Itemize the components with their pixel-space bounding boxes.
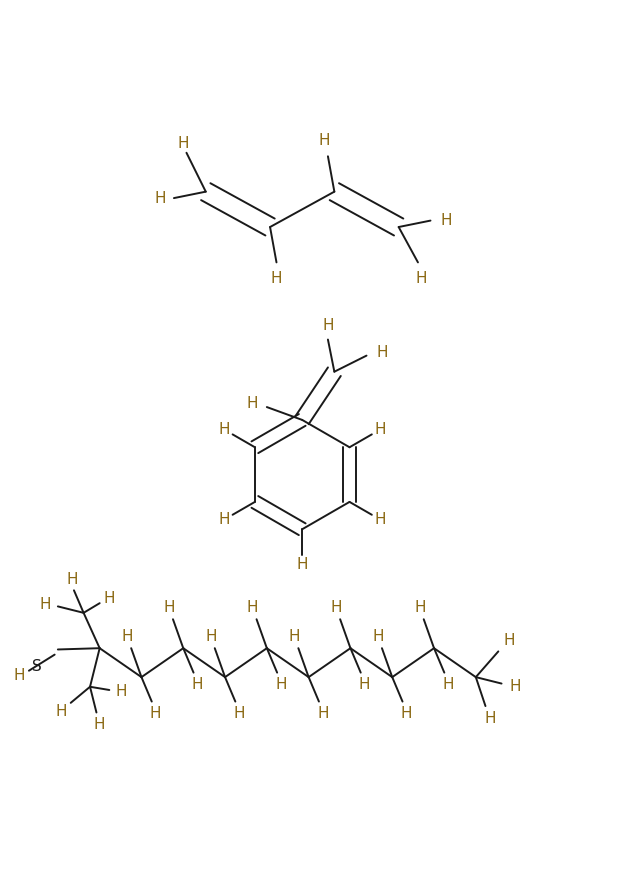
Text: H: H bbox=[177, 136, 189, 152]
Text: H: H bbox=[442, 677, 454, 691]
Text: H: H bbox=[55, 704, 67, 719]
Text: H: H bbox=[322, 318, 334, 333]
Text: H: H bbox=[14, 668, 25, 683]
Text: H: H bbox=[192, 677, 203, 691]
Text: H: H bbox=[205, 629, 217, 644]
Text: H: H bbox=[440, 213, 452, 228]
Text: H: H bbox=[510, 679, 521, 694]
Text: H: H bbox=[39, 597, 51, 612]
Text: H: H bbox=[331, 600, 342, 615]
Text: S: S bbox=[32, 658, 42, 674]
Text: H: H bbox=[374, 422, 386, 437]
Text: H: H bbox=[247, 600, 258, 615]
Text: H: H bbox=[66, 572, 78, 587]
Text: H: H bbox=[150, 705, 161, 720]
Text: H: H bbox=[219, 422, 230, 437]
Text: H: H bbox=[275, 677, 287, 691]
Text: H: H bbox=[374, 512, 386, 527]
Text: H: H bbox=[414, 600, 426, 615]
Text: H: H bbox=[484, 712, 496, 726]
Text: H: H bbox=[296, 557, 308, 572]
Text: H: H bbox=[271, 271, 282, 286]
Text: H: H bbox=[115, 685, 127, 699]
Text: H: H bbox=[93, 717, 105, 732]
Text: H: H bbox=[289, 629, 300, 644]
Text: H: H bbox=[415, 271, 427, 286]
Text: H: H bbox=[233, 705, 245, 720]
Text: H: H bbox=[247, 397, 258, 412]
Text: H: H bbox=[219, 512, 230, 527]
Text: H: H bbox=[163, 600, 175, 615]
Text: H: H bbox=[319, 133, 331, 148]
Text: H: H bbox=[401, 705, 412, 720]
Text: H: H bbox=[104, 591, 115, 606]
Text: H: H bbox=[503, 633, 515, 648]
Text: H: H bbox=[317, 705, 329, 720]
Text: H: H bbox=[372, 629, 384, 644]
Text: H: H bbox=[122, 629, 133, 644]
Text: H: H bbox=[359, 677, 370, 691]
Text: H: H bbox=[154, 191, 165, 206]
Text: H: H bbox=[377, 345, 388, 360]
